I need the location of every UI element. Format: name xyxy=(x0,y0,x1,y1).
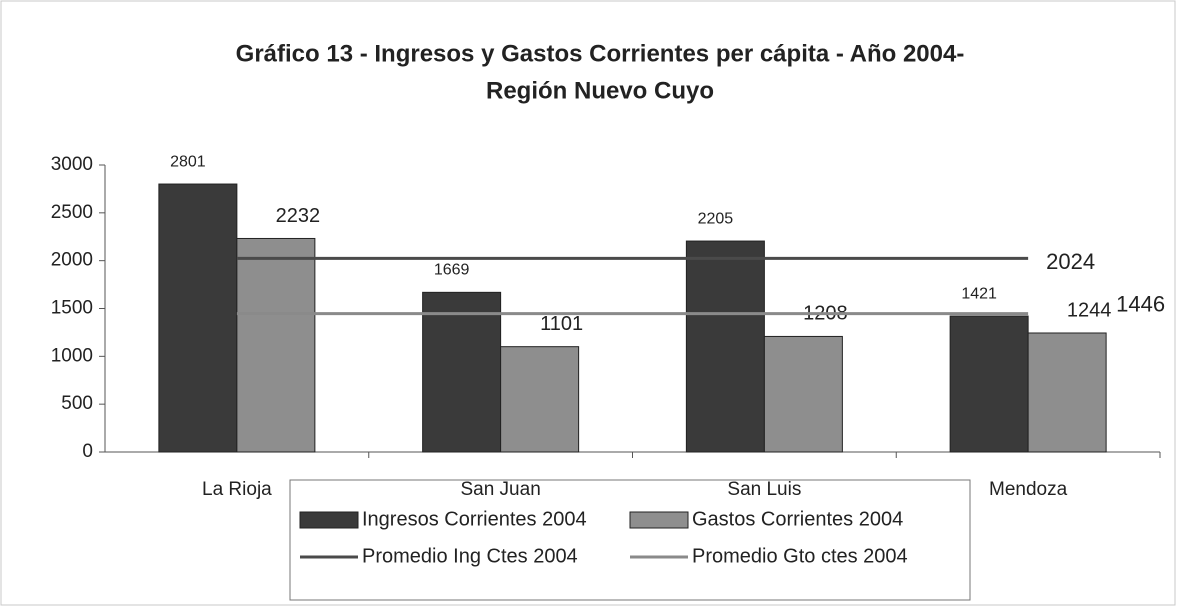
legend-swatch xyxy=(629,511,689,529)
data-label: 1244 xyxy=(1067,299,1112,321)
x-tick-label: Mendoza xyxy=(989,479,1068,500)
bar xyxy=(685,240,765,453)
chart-title: Gráfico 13 - Ingresos y Gastos Corriente… xyxy=(236,40,965,67)
data-label: 2801 xyxy=(170,153,206,170)
bar xyxy=(500,346,580,453)
line-label: 1446 xyxy=(1116,291,1165,316)
y-tick-label: 2500 xyxy=(51,202,93,223)
bar xyxy=(158,183,238,453)
y-tick-label: 1000 xyxy=(51,345,93,366)
y-tick-label: 500 xyxy=(61,393,93,414)
bar xyxy=(422,291,502,453)
data-label: 1421 xyxy=(961,285,997,302)
data-label: 1669 xyxy=(434,262,470,279)
x-tick-label: La Rioja xyxy=(202,479,272,500)
chart-title: Región Nuevo Cuyo xyxy=(486,77,714,104)
line-label: 2024 xyxy=(1046,249,1095,274)
legend-swatch xyxy=(299,511,359,529)
bar xyxy=(949,315,1029,453)
x-tick-label: San Juan xyxy=(460,479,540,500)
bar xyxy=(763,335,843,453)
legend-label: Ingresos Corrientes 2004 xyxy=(362,508,587,530)
legend-label: Gastos Corrientes 2004 xyxy=(692,508,903,530)
y-tick-label: 3000 xyxy=(51,154,93,175)
data-label: 2232 xyxy=(276,205,321,227)
y-tick-label: 1500 xyxy=(51,298,93,319)
bar xyxy=(236,237,316,453)
x-tick-label: San Luis xyxy=(727,479,801,500)
legend-label: Promedio Ing Ctes 2004 xyxy=(362,545,578,567)
legend-label: Promedio Gto ctes 2004 xyxy=(692,545,908,567)
y-tick-label: 2000 xyxy=(51,250,93,271)
data-label: 1101 xyxy=(540,313,583,335)
bar xyxy=(1027,332,1107,453)
y-tick-label: 0 xyxy=(82,441,93,462)
data-label: 2205 xyxy=(698,210,734,227)
legend-box xyxy=(289,479,971,601)
